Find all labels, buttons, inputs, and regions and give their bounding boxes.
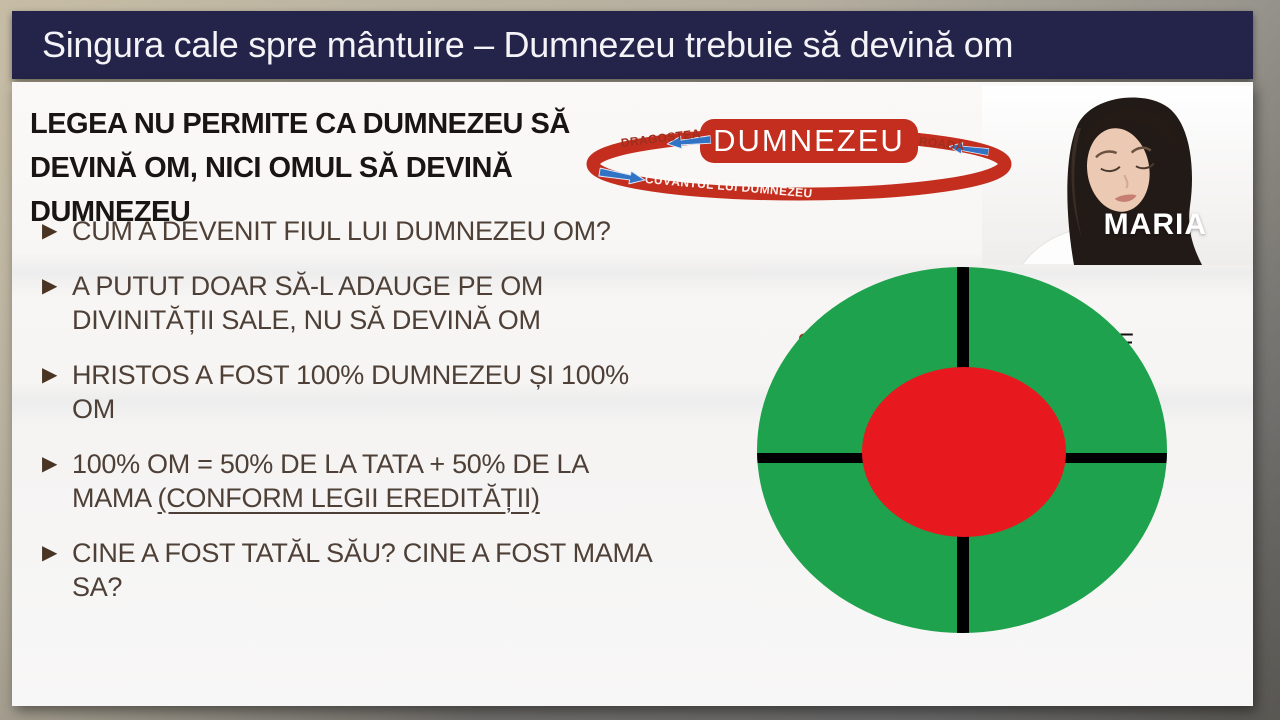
bullet-triangle-icon: ▶ <box>42 364 58 386</box>
arrow-right-icon <box>598 167 647 185</box>
bullet-text-plain: 100% OM = 50% DE LA TATA + 50% DE LA MAM… <box>72 449 588 513</box>
bullet-list: ▶ CUM A DEVENIT FIUL LUI DUMNEZEU OM? ▶ … <box>42 214 682 625</box>
oval-diagram: DUMNEZEU DRAGOSTEA ROADĂ CUVÂNTUL LUI DU… <box>581 115 1026 210</box>
list-item: ▶ HRISTOS A FOST 100% DUMNEZEU ȘI 100% O… <box>42 358 682 426</box>
red-center-circle <box>862 367 1066 537</box>
list-item: ▶ A PUTUT DOAR SĂ-L ADAUGE PE OM DIVINIT… <box>42 269 682 337</box>
arrow-left-icon <box>948 142 990 157</box>
arrow-left-icon <box>666 135 712 150</box>
bullet-text: HRISTOS A FOST 100% DUMNEZEU ȘI 100% OM <box>72 360 629 424</box>
bullet-text: CUM A DEVENIT FIUL LUI DUMNEZEU OM? <box>72 216 611 246</box>
slide-title-bar: Singura cale spre mântuire – Dumnezeu tr… <box>12 11 1253 79</box>
slide-body: LEGEA NU PERMITE CA DUMNEZEU SĂ DEVINĂ O… <box>12 82 1253 706</box>
bullet-text-underlined: (CONFORM LEGII EREDITĂȚII) <box>157 483 541 513</box>
bullet-text: CINE A FOST TATĂL SĂU? CINE A FOST MAMA … <box>72 538 651 602</box>
bullet-triangle-icon: ▶ <box>42 453 58 475</box>
oval-center-label: DUMNEZEU <box>713 123 905 158</box>
section-heading: LEGEA NU PERMITE CA DUMNEZEU SĂ DEVINĂ O… <box>30 108 570 228</box>
maria-photo: MARIA <box>982 86 1253 265</box>
ellipse-ring <box>586 119 1012 201</box>
list-item: ▶ CINE A FOST TATĂL SĂU? CINE A FOST MAM… <box>42 536 682 604</box>
bullet-triangle-icon: ▶ <box>42 275 58 297</box>
slide-title: Singura cale spre mântuire – Dumnezeu tr… <box>42 24 1014 65</box>
bullet-text: A PUTUT DOAR SĂ-L ADAUGE PE OM DIVINITĂȚ… <box>72 271 544 335</box>
list-item: ▶ CUM A DEVENIT FIUL LUI DUMNEZEU OM? <box>42 214 682 248</box>
bullet-triangle-icon: ▶ <box>42 542 58 564</box>
bullet-text: 100% OM = 50% DE LA TATA + 50% DE LA MAM… <box>72 447 672 515</box>
bullet-triangle-icon: ▶ <box>42 220 58 242</box>
list-item: ▶ 100% OM = 50% DE LA TATA + 50% DE LA M… <box>42 447 682 515</box>
circle-diagram <box>757 267 1167 633</box>
maria-portrait-illustration <box>982 86 1253 265</box>
photo-caption: MARIA <box>1103 208 1207 241</box>
